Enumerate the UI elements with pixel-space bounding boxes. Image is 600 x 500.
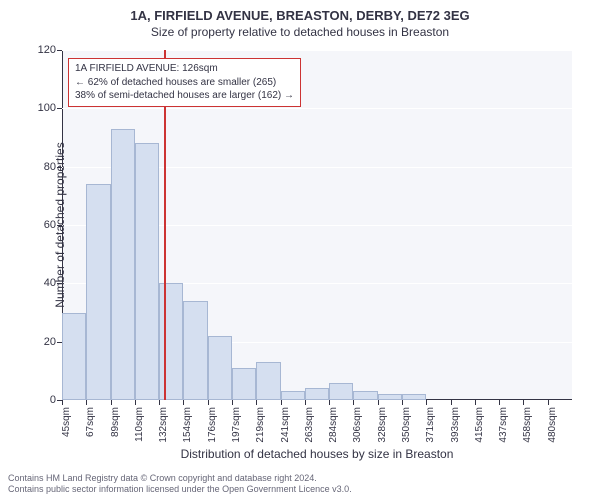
annotation-line3: 38% of semi-detached houses are larger (…	[75, 89, 294, 103]
annotation-line2: ← 62% of detached houses are smaller (26…	[75, 76, 294, 90]
attribution-line2: Contains public sector information licen…	[8, 484, 592, 496]
x-tick-label: 219sqm	[255, 407, 266, 443]
x-tick-label: 415sqm	[474, 407, 485, 443]
x-tick-label: 371sqm	[425, 407, 436, 443]
bar	[208, 336, 232, 400]
attribution-text: Contains HM Land Registry data © Crown c…	[8, 473, 592, 496]
x-tick-label: 458sqm	[522, 407, 533, 443]
x-tick-mark	[499, 400, 500, 405]
x-tick-mark	[426, 400, 427, 405]
x-tick-mark	[256, 400, 257, 405]
x-tick-label: 350sqm	[401, 407, 412, 443]
x-tick-mark	[378, 400, 379, 405]
x-tick-label: 263sqm	[304, 407, 315, 443]
bar	[281, 391, 305, 400]
x-tick-mark	[183, 400, 184, 405]
chart-plot-area: 02040608010012045sqm67sqm89sqm110sqm132s…	[62, 50, 572, 400]
grid-line	[62, 108, 572, 109]
x-tick-label: 45sqm	[61, 407, 72, 437]
annotation-box: 1A FIRFIELD AVENUE: 126sqm← 62% of detac…	[68, 58, 301, 107]
x-tick-mark	[451, 400, 452, 405]
y-tick-mark	[57, 50, 62, 51]
x-tick-mark	[135, 400, 136, 405]
bar	[86, 184, 110, 400]
x-tick-label: 284sqm	[328, 407, 339, 443]
x-tick-label: 89sqm	[110, 407, 121, 437]
bar	[402, 394, 426, 400]
x-tick-mark	[159, 400, 160, 405]
x-tick-mark	[208, 400, 209, 405]
bar	[378, 394, 402, 400]
x-tick-mark	[329, 400, 330, 405]
x-tick-label: 437sqm	[498, 407, 509, 443]
x-tick-mark	[523, 400, 524, 405]
x-tick-label: 197sqm	[231, 407, 242, 443]
y-axis-label: Number of detached properties	[53, 100, 67, 350]
bar	[111, 129, 135, 400]
x-tick-label: 393sqm	[450, 407, 461, 443]
x-tick-label: 154sqm	[182, 407, 193, 443]
bar	[183, 301, 207, 400]
x-tick-mark	[62, 400, 63, 405]
x-tick-label: 67sqm	[85, 407, 96, 437]
x-tick-mark	[305, 400, 306, 405]
y-tick-label: 0	[50, 394, 56, 406]
x-tick-mark	[402, 400, 403, 405]
chart-title-main: 1A, FIRFIELD AVENUE, BREASTON, DERBY, DE…	[0, 0, 600, 23]
x-tick-mark	[475, 400, 476, 405]
x-tick-mark	[548, 400, 549, 405]
x-tick-label: 110sqm	[134, 407, 145, 442]
bar	[256, 362, 280, 400]
bar	[232, 368, 256, 400]
bar	[135, 143, 159, 400]
x-tick-label: 306sqm	[352, 407, 363, 443]
x-tick-label: 328sqm	[377, 407, 388, 443]
x-tick-mark	[111, 400, 112, 405]
x-tick-label: 241sqm	[280, 407, 291, 443]
x-tick-label: 132sqm	[158, 407, 169, 443]
bar	[305, 388, 329, 400]
x-tick-mark	[232, 400, 233, 405]
x-tick-mark	[281, 400, 282, 405]
bar	[329, 383, 353, 401]
x-tick-mark	[353, 400, 354, 405]
x-tick-label: 480sqm	[547, 407, 558, 443]
y-tick-label: 120	[38, 44, 56, 56]
bar	[353, 391, 377, 400]
annotation-line1: 1A FIRFIELD AVENUE: 126sqm	[75, 62, 294, 76]
grid-line	[62, 50, 572, 51]
chart-title-sub: Size of property relative to detached ho…	[0, 23, 600, 39]
x-tick-mark	[86, 400, 87, 405]
x-tick-label: 176sqm	[207, 407, 218, 443]
x-axis-label: Distribution of detached houses by size …	[62, 447, 572, 461]
attribution-line1: Contains HM Land Registry data © Crown c…	[8, 473, 592, 485]
